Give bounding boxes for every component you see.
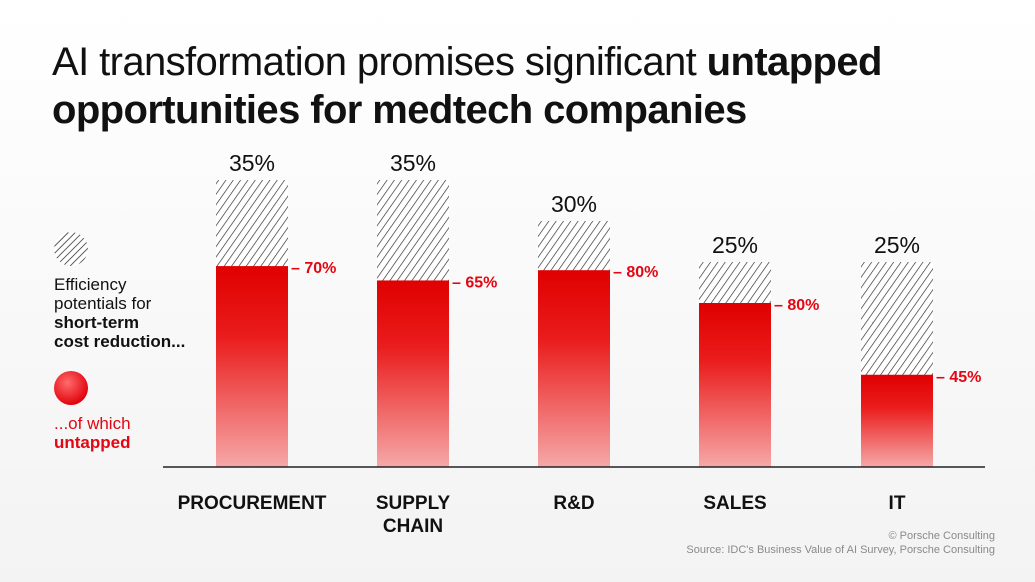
legend-untapped-line-2-bold: untapped [54,433,131,452]
bar-untapped [538,270,610,467]
legend-line-4: cost reduction... [54,332,224,351]
legend-untapped-text: ...of which untapped [54,414,224,452]
potential-value-label: 35% [390,150,436,176]
category-label-line: SUPPLY [376,493,451,514]
legend-line-2: potentials for [54,294,152,313]
untapped-value-label: – 45% [936,369,981,386]
untapped-value-label: – 80% [774,297,819,314]
legend-line-3-bold: short-term [54,313,140,332]
category-label: PROCUREMENT [178,493,327,514]
hatch-legend-icon [54,232,88,266]
category-label-line: R&D [553,493,594,514]
untapped-value-label: – 80% [613,264,658,281]
bar-untapped [377,280,449,467]
potential-value-label: 35% [229,150,275,176]
category-label-line: CHAIN [383,516,443,537]
copyright-text: © Porsche Consulting [888,530,995,542]
legend-line-3: short-term [54,313,224,332]
potential-value-label: 30% [551,191,597,217]
potential-value-label: 25% [712,232,758,258]
title-normal: AI transformation promises significant [52,40,707,84]
untapped-legend-icon [54,371,88,405]
page-title: AI transformation promises significant u… [52,38,992,134]
category-label: IT [889,493,906,514]
bar-untapped [861,374,933,467]
legend-efficiency-text: Efficiency potentials for short-term cos… [54,275,224,351]
bar-untapped [699,303,771,467]
untapped-value-label: – 65% [452,274,497,291]
untapped-value-label: – 70% [291,260,336,277]
bar-untapped [216,266,288,467]
category-label: SALES [703,493,766,514]
legend-line-4-bold: cost reduction... [54,332,186,351]
category-label-line: PROCUREMENT [178,493,327,514]
category-label: R&D [553,493,594,514]
legend-line-1: Efficiency [54,275,127,294]
labels-group: 35% – 70% PROCUREMENT 35% – 65% SUPPLY CHAIN 30… [178,150,982,537]
legend-untapped-line-2: untapped [54,433,224,452]
category-label-line: SALES [703,493,766,514]
category-label: SUPPLY CHAIN [376,493,451,537]
source-text: Source: IDC's Business Value of AI Surve… [686,544,995,556]
bars-group [216,180,933,467]
title-bold: untapped opportunities for medtech compa… [52,40,882,132]
legend-untapped-line-1: ...of which [54,414,131,433]
category-label-line: IT [889,493,906,514]
potential-value-label: 25% [874,232,920,258]
